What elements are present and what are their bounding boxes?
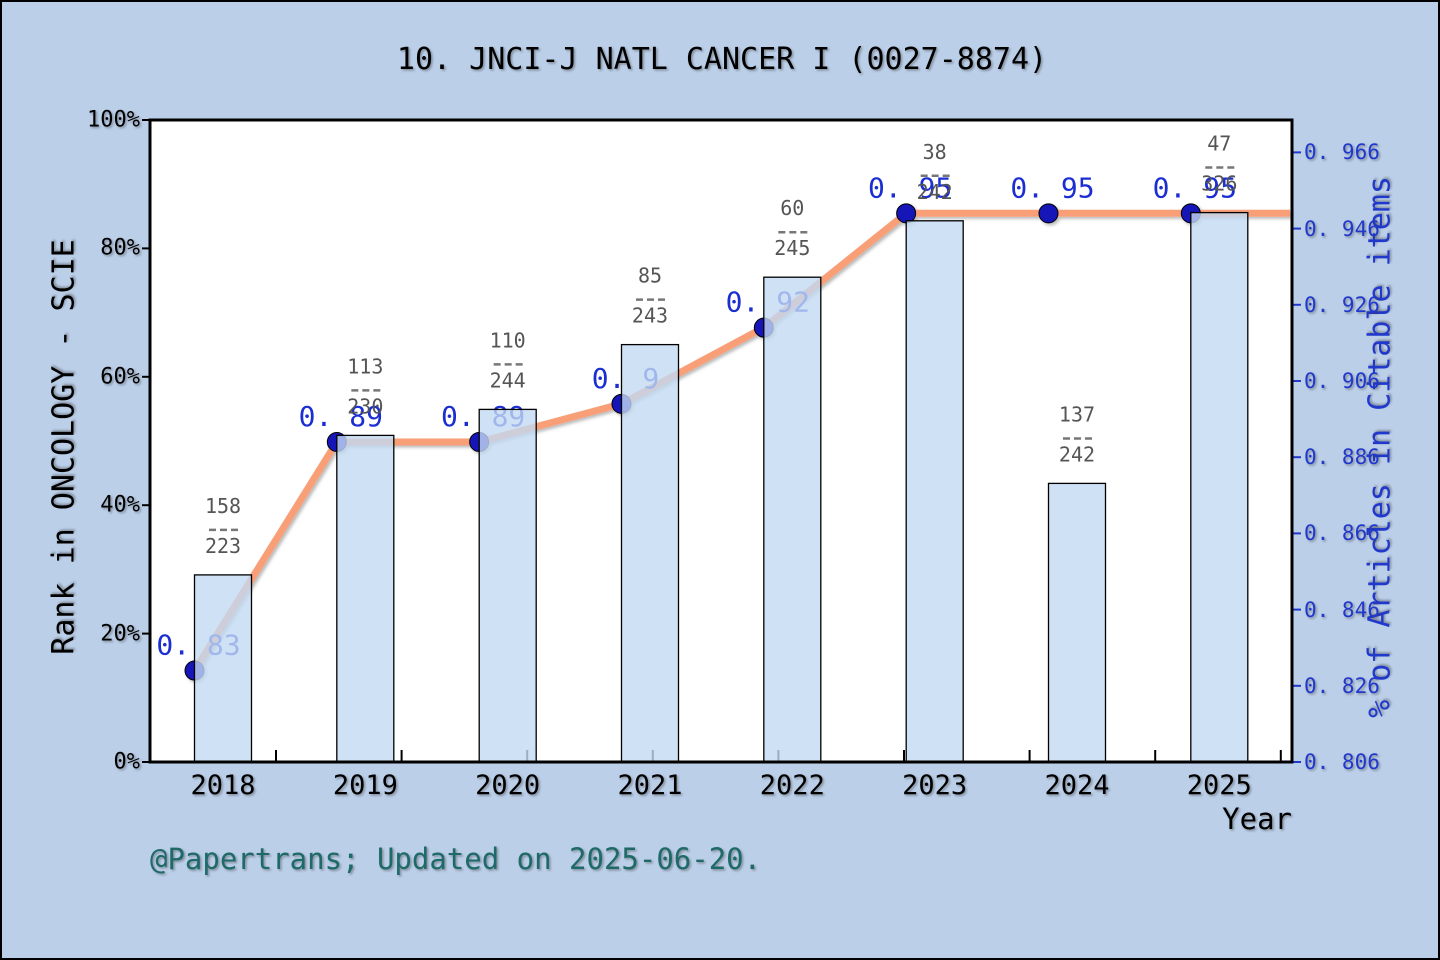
fraction-numerator-2019: 113 — [347, 354, 383, 378]
right-tick-0.866: 0. 866 — [1304, 521, 1380, 546]
x-tick-2022: 2022 — [759, 770, 825, 801]
fraction-denominator-2025: 326 — [1201, 172, 1237, 196]
x-tick-2024: 2024 — [1044, 770, 1110, 801]
bar-2024 — [1047, 482, 1107, 763]
left-tick-100: 100% — [87, 107, 140, 133]
x-tick-2020: 2020 — [475, 770, 541, 801]
x-axis-label: Year — [1222, 802, 1292, 836]
right-tick-0.926: 0. 926 — [1304, 292, 1380, 317]
dot-2023 — [896, 203, 917, 224]
dot-2024 — [1038, 203, 1059, 224]
fraction-denominator-2019: 230 — [347, 394, 383, 418]
bar-2025 — [1190, 211, 1249, 763]
bar-2023 — [905, 220, 964, 763]
fraction-numerator-2023: 38 — [923, 140, 947, 164]
fraction-denominator-2021: 243 — [632, 304, 668, 328]
bar-2019 — [336, 434, 395, 763]
left-tick-40: 40% — [100, 492, 140, 518]
value-label-2024: 0. 95 — [1010, 171, 1094, 204]
right-tick-0.906: 0. 906 — [1304, 368, 1380, 393]
right-tick-0.946: 0. 946 — [1304, 216, 1380, 241]
right-tick-0.966: 0. 966 — [1304, 140, 1380, 165]
fraction-numerator-2018: 158 — [205, 494, 241, 518]
left-tick-0: 0% — [113, 749, 141, 775]
x-tick-2018: 2018 — [190, 770, 256, 801]
left-tick-60: 60% — [100, 364, 140, 390]
left-tick-20: 20% — [100, 621, 140, 647]
right-tick-0.826: 0. 826 — [1304, 673, 1380, 698]
right-tick-0.886: 0. 886 — [1304, 445, 1380, 470]
fraction-denominator-2022: 245 — [774, 236, 810, 260]
fraction-denominator-2020: 244 — [490, 368, 526, 392]
x-tick-2021: 2021 — [617, 770, 683, 801]
fraction-denominator-2023: 242 — [917, 180, 953, 204]
fraction-numerator-2020: 110 — [490, 328, 526, 352]
fraction-numerator-2024: 137 — [1059, 402, 1095, 426]
fraction-numerator-2021: 85 — [638, 264, 662, 288]
fraction-numerator-2022: 60 — [780, 196, 804, 220]
plot-frame — [148, 118, 1294, 764]
chart-title: 10. JNCI-J NATL CANCER I (0027-8874) — [396, 42, 1048, 77]
fraction-numerator-2025: 47 — [1207, 132, 1231, 156]
right-tick-0.806: 0. 806 — [1304, 750, 1380, 774]
footer-credit: @Papertrans; Updated on 2025-06-20. — [150, 842, 762, 876]
value-label-2019: 0. 89 — [299, 400, 383, 433]
x-tick-2023: 2023 — [902, 770, 968, 801]
left-tick-80: 80% — [100, 235, 140, 261]
x-tick-2019: 2019 — [332, 770, 398, 801]
bar-2020 — [478, 408, 537, 763]
fraction-labels: 158 223 113 230 110 244 85 243 60 245 38 242 137 242 4… — [205, 132, 1237, 558]
bar-2018 — [193, 574, 253, 763]
fraction-denominator-2024: 242 — [1059, 442, 1095, 466]
fraction-denominator-2018: 223 — [205, 534, 241, 558]
bar-2022 — [763, 276, 822, 763]
x-tick-2025: 2025 — [1186, 770, 1252, 801]
value-label-2025: 0. 95 — [1153, 171, 1237, 204]
bar-2021 — [620, 343, 680, 763]
rank-bars — [193, 211, 1249, 763]
right-tick-0.846: 0. 846 — [1304, 597, 1380, 622]
